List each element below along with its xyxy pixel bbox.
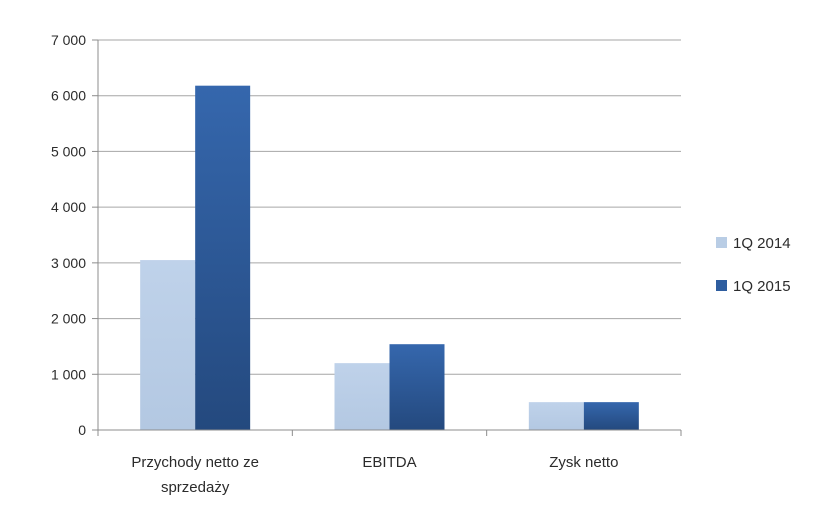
bar-1q-2014-1 (334, 363, 390, 430)
y-tick-label: 3 000 (51, 255, 86, 271)
legend-label: 1Q 2014 (733, 235, 791, 252)
bar-1q-2015-2 (583, 402, 639, 430)
category-label: Zysk netto (549, 454, 618, 471)
y-axis-tick-labels: 0 1 000 2 000 3 000 4 000 5 000 6 000 7 000 (51, 32, 86, 438)
x-axis-category-labels: Przychody netto ze sprzedaży EBITDA Zysk ne… (131, 454, 618, 496)
y-tick-label: 5 000 (51, 143, 86, 159)
axes (97, 40, 682, 436)
bar-1q-2014-2 (528, 402, 584, 430)
y-tick-label: 7 000 (51, 32, 86, 48)
legend: 1Q 2014 1Q 2015 (716, 235, 791, 295)
bar-1q-2015-0 (195, 85, 251, 430)
legend-swatch-0 (716, 237, 727, 248)
y-tick-label: 6 000 (51, 88, 86, 104)
category-label: sprzedaży (161, 479, 230, 496)
y-tick-label: 2 000 (51, 311, 86, 327)
bar-1q-2015-1 (389, 344, 445, 430)
bars (140, 85, 639, 430)
legend-swatch-1 (716, 280, 727, 291)
y-tick-label: 1 000 (51, 366, 86, 382)
y-tick-label: 0 (78, 422, 86, 438)
category-label: EBITDA (362, 454, 416, 471)
category-label: Przychody netto ze (131, 454, 259, 471)
y-tick-label: 4 000 (51, 199, 86, 215)
legend-label: 1Q 2015 (733, 278, 791, 295)
bar-1q-2014-0 (140, 260, 196, 430)
